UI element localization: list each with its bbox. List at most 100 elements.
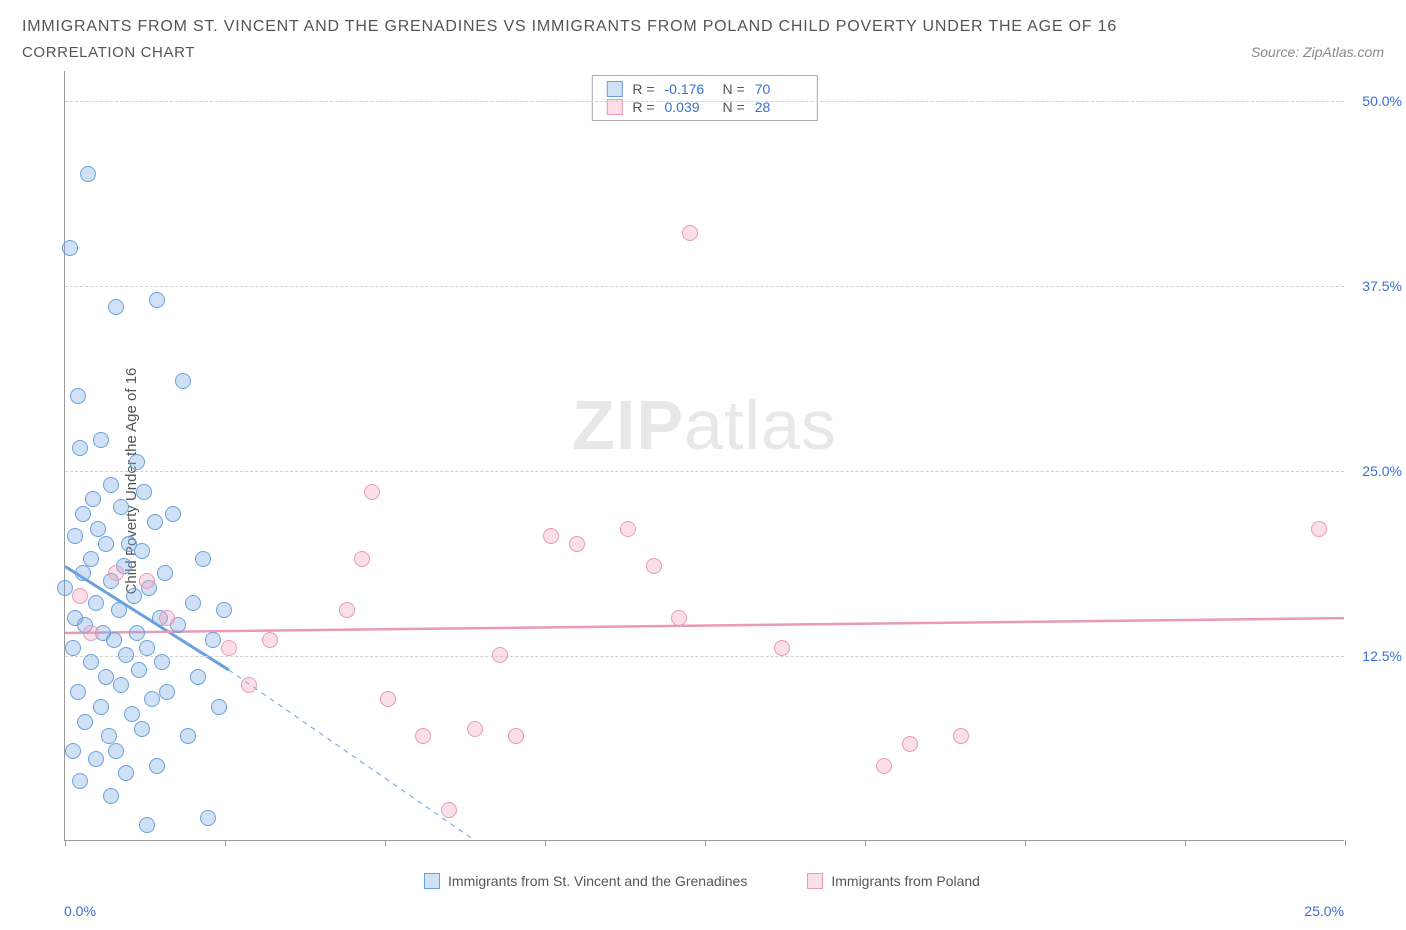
data-point xyxy=(364,484,380,500)
data-point xyxy=(88,595,104,611)
data-point xyxy=(88,751,104,767)
data-point xyxy=(139,640,155,656)
x-tick-mark xyxy=(225,840,226,846)
data-point xyxy=(205,632,221,648)
data-point xyxy=(118,765,134,781)
chart-subtitle: CORRELATION CHART xyxy=(22,44,195,61)
x-axis-max: 25.0% xyxy=(1304,903,1344,919)
data-point xyxy=(415,728,431,744)
data-point xyxy=(380,691,396,707)
data-point xyxy=(200,810,216,826)
data-point xyxy=(241,677,257,693)
data-point xyxy=(83,551,99,567)
data-point xyxy=(75,565,91,581)
data-point xyxy=(543,528,559,544)
x-tick-mark xyxy=(1025,840,1026,846)
data-point xyxy=(159,684,175,700)
data-point xyxy=(65,743,81,759)
data-point xyxy=(902,736,918,752)
correlation-stat-box: R =-0.176N =70R =0.039N =28 xyxy=(591,75,817,121)
data-point xyxy=(129,625,145,641)
trend-lines xyxy=(65,71,1344,840)
data-point xyxy=(70,388,86,404)
data-point xyxy=(154,654,170,670)
data-point xyxy=(569,536,585,552)
data-point xyxy=(876,758,892,774)
data-point xyxy=(72,440,88,456)
data-point xyxy=(126,588,142,604)
x-tick-mark xyxy=(1185,840,1186,846)
data-point xyxy=(80,166,96,182)
data-point xyxy=(682,225,698,241)
data-point xyxy=(129,454,145,470)
data-point xyxy=(774,640,790,656)
data-point xyxy=(85,491,101,507)
data-point xyxy=(646,558,662,574)
x-axis-row: 0.0% 25.0% xyxy=(64,903,1344,919)
data-point xyxy=(72,773,88,789)
data-point xyxy=(195,551,211,567)
data-point xyxy=(211,699,227,715)
x-axis-min: 0.0% xyxy=(64,903,96,919)
data-point xyxy=(180,728,196,744)
data-point xyxy=(93,699,109,715)
data-point xyxy=(441,802,457,818)
data-point xyxy=(108,299,124,315)
data-point xyxy=(149,758,165,774)
data-point xyxy=(149,292,165,308)
data-point xyxy=(77,714,93,730)
stat-r-label: R = xyxy=(632,81,654,97)
data-point xyxy=(108,565,124,581)
data-point xyxy=(62,240,78,256)
data-point xyxy=(354,551,370,567)
data-point xyxy=(113,499,129,515)
y-tick-label: 37.5% xyxy=(1352,278,1402,294)
x-tick-mark xyxy=(865,840,866,846)
data-point xyxy=(139,573,155,589)
gridline xyxy=(65,286,1344,287)
watermark: ZIPatlas xyxy=(572,385,837,465)
data-point xyxy=(93,432,109,448)
data-point xyxy=(103,477,119,493)
data-point xyxy=(1311,521,1327,537)
legend-item: Immigrants from Poland xyxy=(807,873,980,889)
gridline xyxy=(65,656,1344,657)
data-point xyxy=(72,588,88,604)
chart-title: IMMIGRANTS FROM ST. VINCENT AND THE GREN… xyxy=(22,18,1384,36)
plot-area: ZIPatlas R =-0.176N =70R =0.039N =28 12.… xyxy=(64,71,1344,841)
data-point xyxy=(165,506,181,522)
data-point xyxy=(190,669,206,685)
data-point xyxy=(98,536,114,552)
data-point xyxy=(67,528,83,544)
data-point xyxy=(98,669,114,685)
data-point xyxy=(57,580,73,596)
legend-swatch xyxy=(807,873,823,889)
x-tick-mark xyxy=(705,840,706,846)
data-point xyxy=(157,565,173,581)
data-point xyxy=(136,484,152,500)
gridline xyxy=(65,471,1344,472)
data-point xyxy=(83,625,99,641)
x-tick-mark xyxy=(65,840,66,846)
data-point xyxy=(671,610,687,626)
data-point xyxy=(134,543,150,559)
stat-n-value: 70 xyxy=(755,81,803,97)
chart-container: Child Poverty Under the Age of 16 ZIPatl… xyxy=(22,71,1382,891)
data-point xyxy=(339,602,355,618)
x-tick-mark xyxy=(385,840,386,846)
data-point xyxy=(221,640,237,656)
gridline xyxy=(65,101,1344,102)
data-point xyxy=(83,654,99,670)
data-point xyxy=(131,662,147,678)
data-point xyxy=(65,640,81,656)
data-point xyxy=(175,373,191,389)
data-point xyxy=(620,521,636,537)
y-tick-label: 50.0% xyxy=(1352,93,1402,109)
stat-r-value: -0.176 xyxy=(665,81,713,97)
legend-swatch xyxy=(424,873,440,889)
stat-row: R =-0.176N =70 xyxy=(592,80,816,98)
legend-swatch xyxy=(606,81,622,97)
data-point xyxy=(147,514,163,530)
x-tick-mark xyxy=(545,840,546,846)
data-point xyxy=(508,728,524,744)
